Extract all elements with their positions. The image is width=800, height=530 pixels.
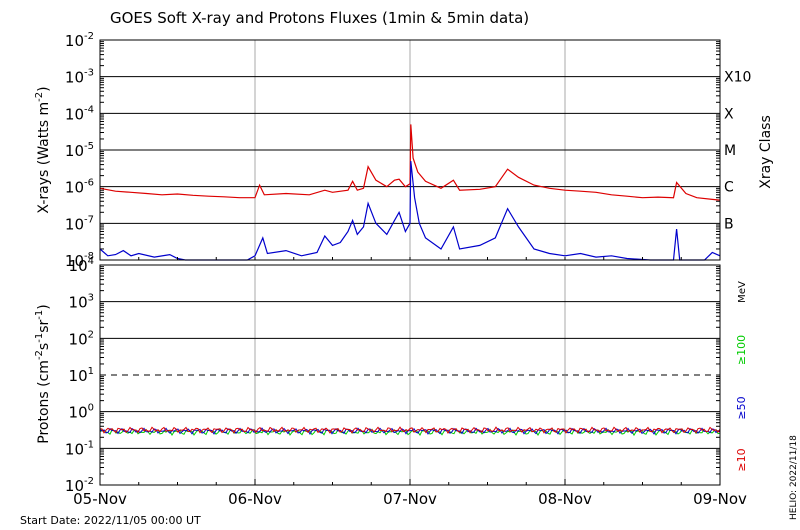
y-tick-label: 103 — [69, 293, 94, 312]
proton-series-line-2 — [99, 426, 721, 435]
proton-series-line-1 — [99, 427, 721, 436]
y-tick-base: 10 — [65, 69, 84, 87]
y-tick-exponent: -2 — [84, 31, 94, 42]
proton-legend-entry: ≥50 — [735, 396, 748, 419]
y-tick-label: 10-6 — [65, 178, 94, 197]
x-tick-label: 06-Nov — [228, 490, 282, 508]
y-tick-exponent: -8 — [84, 251, 94, 262]
y-tick-label: 10-7 — [65, 214, 94, 233]
y-tick-base: 10 — [65, 477, 84, 495]
x-tick-label: 09-Nov — [693, 490, 747, 508]
xray-y-axis-label: X-rays (Watts m-2) — [34, 86, 52, 213]
proton-series — [99, 426, 721, 437]
y-tick-base: 10 — [65, 440, 84, 458]
y-tick-label: 10-2 — [65, 476, 94, 495]
y-tick-exponent: 3 — [88, 293, 94, 304]
y-tick-exponent: 2 — [88, 329, 94, 340]
y-tick-base: 10 — [65, 32, 84, 50]
y-tick-exponent: -2 — [84, 476, 94, 487]
xray-class-label: C — [724, 180, 734, 196]
y-tick-base: 10 — [65, 105, 84, 123]
y-tick-label: 102 — [69, 329, 94, 348]
y-tick-exponent: -7 — [84, 214, 94, 225]
xray-class-label: X — [724, 106, 734, 122]
y-tick-base: 10 — [65, 179, 84, 197]
xray-series-line-0 — [99, 124, 721, 201]
y-tick-base: 10 — [65, 142, 84, 160]
proton-legend: ≥100 ≥50 ≥10 — [735, 335, 748, 472]
y-tick-base: 10 — [69, 294, 88, 312]
y-tick-exponent: -4 — [84, 104, 94, 115]
y-tick-exponent: 0 — [88, 403, 94, 414]
xray-class-label: X10 — [724, 70, 751, 86]
proton-legend-entry: ≥10 — [735, 448, 748, 471]
xray-class-label: M — [724, 143, 736, 159]
y-tick-label: 104 — [69, 256, 94, 275]
y-tick-exponent: -3 — [84, 68, 94, 79]
credit-label: HELIO: 2022/11/18 — [789, 435, 799, 520]
proton-frame — [99, 264, 721, 486]
y-tick-base: 10 — [65, 252, 84, 270]
y-tick-label: 10-3 — [65, 68, 94, 87]
y-tick-exponent: -6 — [84, 178, 94, 189]
chart-title: GOES Soft X-ray and Protons Fluxes (1min… — [110, 9, 529, 27]
proton-grid — [100, 265, 720, 485]
y-tick-label: 10-8 — [65, 251, 94, 270]
proton-y-axis-label: Protons (cm-2s-1sr-1) — [34, 304, 52, 443]
y-tick-exponent: 4 — [88, 256, 94, 267]
x-tick-label: 05-Nov — [73, 490, 127, 508]
xray-class-axis-label: Xray Class — [758, 115, 774, 189]
y-tick-base: 10 — [69, 404, 88, 422]
y-tick-exponent: -5 — [84, 141, 94, 152]
xray-class-label: B — [724, 216, 734, 232]
y-tick-base: 10 — [69, 330, 88, 348]
y-tick-base: 10 — [65, 215, 84, 233]
y-tick-base: 10 — [69, 367, 88, 385]
y-tick-base: 10 — [69, 257, 88, 275]
x-tick-label: 07-Nov — [383, 490, 437, 508]
y-tick-label: 10-1 — [65, 439, 94, 458]
x-tick-label: 08-Nov — [538, 490, 592, 508]
y-tick-label: 10-4 — [65, 104, 94, 123]
start-date-label: Start Date: 2022/11/05 00:00 UT — [20, 514, 201, 527]
xray-y-tick-labels: 10-810-710-610-510-410-310-2 — [65, 31, 94, 270]
y-tick-label: 100 — [69, 403, 94, 422]
y-tick-exponent: -1 — [84, 439, 94, 450]
y-tick-exponent: 1 — [88, 366, 94, 377]
y-tick-label: 10-5 — [65, 141, 94, 160]
y-tick-label: 10-2 — [65, 31, 94, 50]
proton-legend-entry: ≥100 — [735, 335, 748, 365]
proton-unit-label: MeV — [737, 281, 748, 303]
y-tick-label: 101 — [69, 366, 94, 385]
xray-class-labels: B C M X X10 — [724, 70, 751, 233]
